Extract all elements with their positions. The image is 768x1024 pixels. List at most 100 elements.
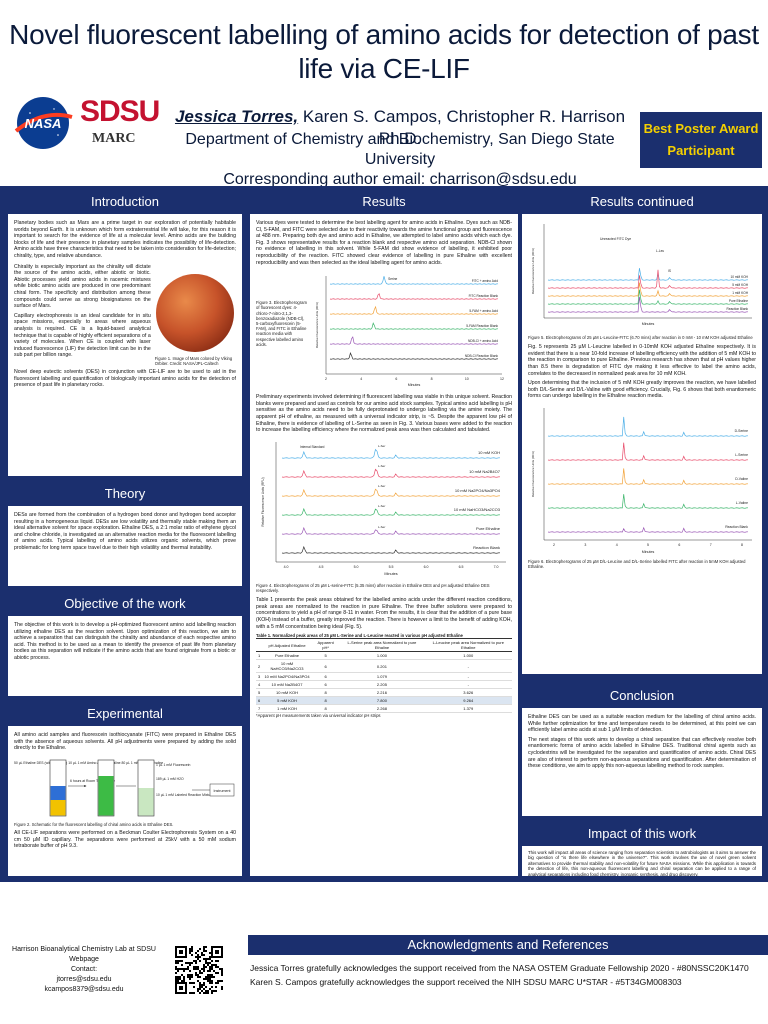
footer-contact: Harrison Bioanalytical Chemistry Lab at … — [0, 945, 168, 995]
figure-3-chart: 2 4 6 8 10 12 Minutes Relative Fluorescence Uni… — [315, 276, 504, 387]
qr-module — [215, 960, 217, 962]
qr-module — [179, 976, 181, 978]
schematic-instrument-label: Instrument — [214, 789, 231, 793]
svg-text:NASA: NASA — [25, 116, 62, 131]
qr-module — [221, 974, 223, 976]
qr-module — [197, 988, 199, 990]
legend-entry: Reaction Blank — [727, 307, 749, 311]
qr-module — [189, 992, 191, 994]
theory-paragraph: DESs are formed from the combination of … — [14, 512, 236, 551]
intro-paragraph-1: Planetary bodies such as Mars are a prim… — [14, 220, 236, 259]
qr-module — [179, 978, 181, 980]
qr-module — [181, 964, 183, 966]
table-header-cell: pH Adjusted Ethaline — [262, 638, 312, 653]
table-cell: 5 — [256, 688, 263, 698]
qr-module — [189, 964, 191, 966]
qr-module — [205, 986, 207, 988]
table-cell: 9.264 — [424, 696, 512, 706]
qr-module — [203, 946, 205, 948]
qr-module — [211, 966, 213, 968]
table-cell: 1.079 — [339, 672, 425, 682]
qr-module — [189, 978, 191, 980]
x-axis-label: Minutes — [408, 383, 421, 387]
table-header-cell — [256, 638, 263, 653]
qr-module — [211, 986, 213, 988]
qr-module — [175, 966, 177, 968]
table-cell: 2.205 — [339, 680, 425, 690]
qr-module — [191, 954, 193, 956]
peak-label: L-Ser — [378, 484, 385, 488]
x-tick-label: 4.0 — [284, 565, 289, 569]
qr-module — [213, 964, 215, 966]
series-line — [547, 526, 749, 533]
legend-entry: L-Valine — [736, 501, 748, 505]
qr-module — [199, 986, 201, 988]
qr-module — [187, 962, 189, 964]
qr-module — [215, 986, 217, 988]
marc-wordmark: MARC — [92, 131, 136, 146]
legend-entry: 5-FAM + amino Acid — [469, 309, 498, 313]
series-line — [547, 494, 749, 509]
series-line — [281, 468, 501, 478]
results-paragraph-1: Various dyes were tested to determine th… — [256, 220, 512, 266]
qr-module — [197, 968, 199, 970]
qr-module — [209, 958, 211, 960]
qr-module — [185, 962, 187, 964]
series-line — [281, 526, 501, 535]
contact-email-2[interactable]: kcampos8379@sdsu.edu — [44, 986, 124, 993]
qr-module — [209, 978, 211, 980]
table-row: 2 10 mM NaHCO3/Na2CO3 6 0.201- — [256, 659, 512, 674]
qr-code-icon[interactable] — [173, 944, 225, 996]
qr-module — [193, 982, 195, 984]
lab-webpage-link[interactable]: Harrison Bioanalytical Chemistry Lab at … — [12, 946, 156, 963]
qr-module — [187, 976, 189, 978]
qr-module — [177, 968, 179, 970]
qr-module — [175, 972, 177, 974]
poster-title: Novel fluorescent labelling of amino aci… — [9, 19, 759, 84]
qr-module — [207, 974, 209, 976]
legend-entry: NDB-Cl Reaction Blank — [465, 354, 499, 358]
table-cell: 8 — [311, 704, 340, 714]
x-tick-label: 10 — [465, 377, 469, 381]
qr-module — [203, 950, 205, 952]
table-cell: 8 — [311, 688, 340, 698]
qr-module — [177, 978, 179, 980]
results-panel: Various dyes were tested to determine th… — [250, 214, 518, 876]
qr-module — [213, 970, 215, 972]
series-line — [329, 352, 499, 360]
qr-module — [211, 976, 213, 978]
figure-2-schematic: 50 µL Ethaline DES (with additions) 10 µ… — [14, 756, 236, 822]
contact-email-1[interactable]: jtorres@sdsu.edu — [56, 976, 112, 983]
qr-module — [203, 988, 205, 990]
peak-label: L-Ser — [378, 444, 385, 448]
qr-module — [205, 992, 207, 994]
qr-module — [209, 966, 211, 968]
qr-module — [205, 958, 207, 960]
conclusion-header: Conclusion — [522, 686, 762, 706]
table-cell: 2 — [256, 659, 263, 674]
qr-module — [207, 958, 209, 960]
qr-module — [193, 968, 195, 970]
qr-module — [217, 982, 219, 984]
table-cell: 5 — [311, 651, 340, 661]
qr-module — [211, 990, 213, 992]
qr-module — [203, 964, 205, 966]
qr-module — [207, 970, 209, 972]
table-cell: 3 — [256, 672, 263, 682]
qr-module — [177, 970, 179, 972]
theory-panel: DESs are formed from the combination of … — [8, 506, 242, 586]
contact-email: Corresponding author email: charrison@sd… — [223, 171, 577, 188]
intro-paragraph-2: Chirality is especially important as the… — [14, 263, 151, 310]
x-tick-label: 4 — [360, 377, 362, 381]
table-cell: 1.000 — [424, 651, 512, 661]
figure-5-caption: Figure 5. Electropherograms of 25 µM L-L… — [528, 335, 753, 340]
x-tick-label: 6 — [395, 377, 397, 381]
series-line — [281, 488, 501, 497]
qr-module — [211, 980, 213, 982]
experimental-paragraph-1: All amino acid samples and fluorescein i… — [14, 732, 236, 752]
table-cell: 5 mM KOH — [262, 696, 312, 706]
experimental-paragraph-2: All CE-LIF separations were performed on… — [14, 829, 236, 850]
qr-module — [211, 968, 213, 970]
qr-module — [211, 982, 213, 984]
